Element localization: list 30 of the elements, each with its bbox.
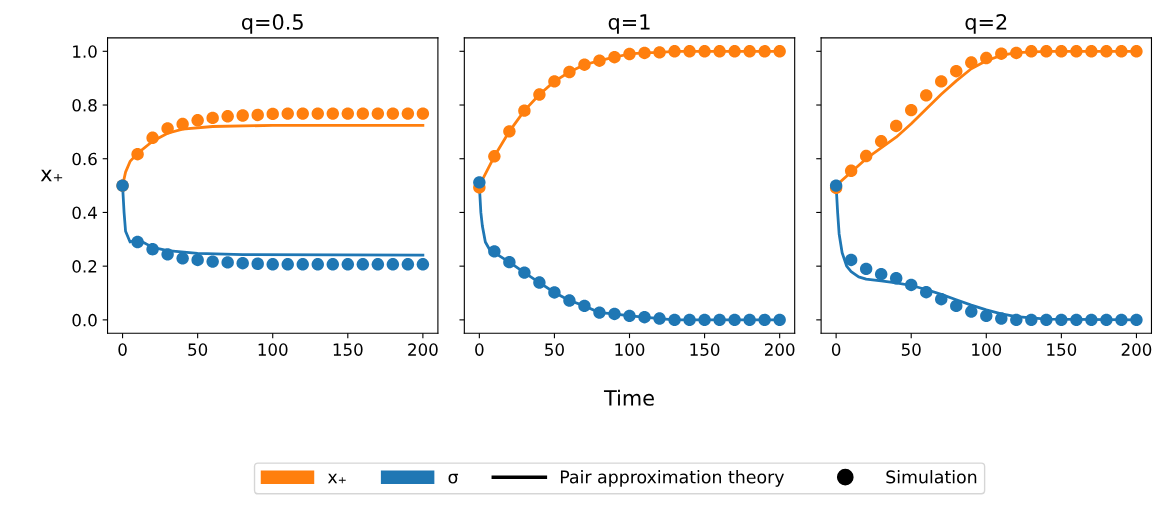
- chart-title: q=1: [608, 14, 650, 34]
- x-tick-label: 200: [764, 343, 795, 356]
- y-tick-label: 0.6: [72, 152, 97, 166]
- x-tick-label: 200: [408, 343, 438, 356]
- x-axis-title: Time: [603, 389, 654, 406]
- x-tick-label: 150: [333, 343, 363, 356]
- x-tick-label: 100: [972, 343, 1002, 356]
- text: Pair approximation theory: [560, 470, 784, 487]
- y-axis-title: x₊: [40, 169, 63, 182]
- y-tick-label: 0.8: [72, 98, 97, 112]
- x-tick-label: 0: [831, 343, 841, 356]
- y-tick-label: 0.0: [72, 313, 97, 327]
- x-tick-label: 150: [1047, 343, 1077, 356]
- x-tick-label: 200: [1121, 343, 1152, 356]
- y-tick-label: 0.4: [72, 206, 97, 220]
- x-tick-label: 50: [545, 343, 564, 356]
- x-tick-label: 100: [615, 343, 645, 356]
- x-tick-label: 100: [258, 343, 288, 356]
- x-tick-label: 50: [188, 343, 208, 356]
- text: Simulation: [886, 470, 977, 484]
- x-tick-label: 0: [475, 343, 484, 356]
- x-tick-label: 150: [690, 343, 720, 356]
- y-tick-label: 1.0: [73, 45, 97, 58]
- chart-title: q=0.5: [241, 14, 303, 34]
- y-tick-label: 0.2: [72, 260, 97, 273]
- x-tick-label: 50: [901, 343, 921, 356]
- legend-label: x₊: [327, 473, 346, 484]
- chart-title: q=2: [965, 14, 1007, 34]
- legend-label: σ: [448, 473, 459, 484]
- x-tick-label: 0: [118, 343, 127, 356]
